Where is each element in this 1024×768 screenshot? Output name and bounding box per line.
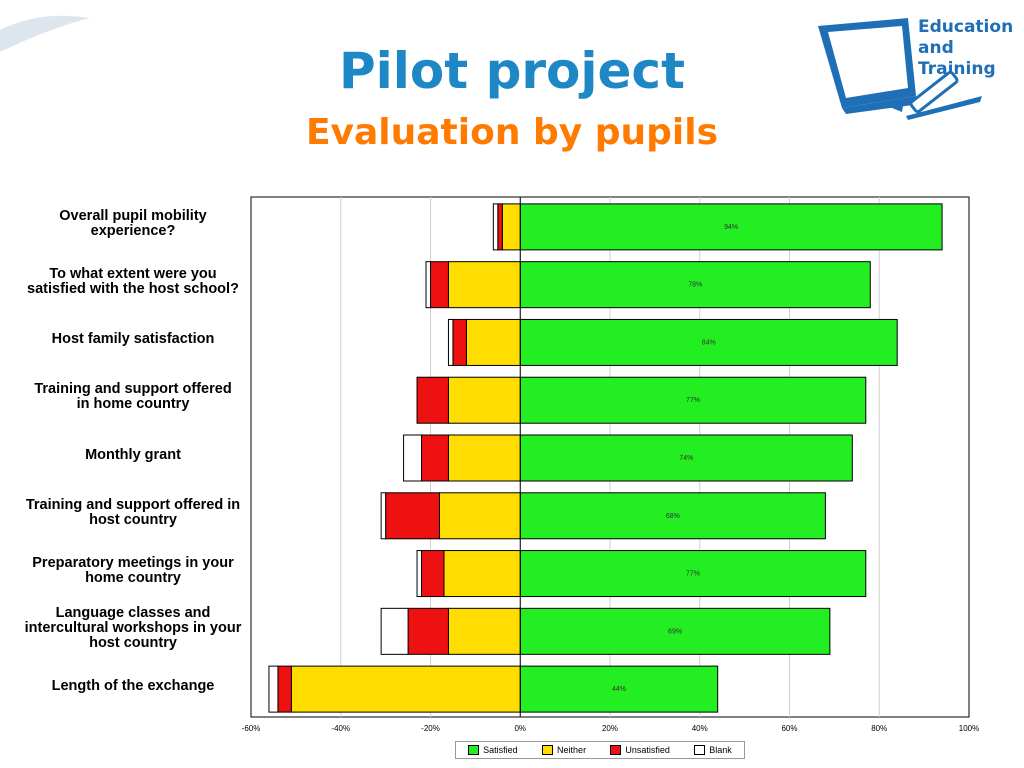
computer-monitor-with-pencil-icon xyxy=(818,18,982,120)
bar-unsatisfied xyxy=(385,492,440,540)
data-label: 68% xyxy=(666,513,680,520)
category-label-line: intercultural workshops in your xyxy=(24,619,242,636)
bar-blank xyxy=(380,492,387,540)
bar-unsatisfied xyxy=(430,261,449,309)
x-tick-label: -40% xyxy=(331,724,350,733)
category-label: To what extent were you satisfied with th… xyxy=(2,265,264,297)
bar-blank xyxy=(416,550,423,598)
category-label: Preparatory meetings in your home country xyxy=(2,554,264,586)
category-label-line: Length of the exchange xyxy=(51,677,215,694)
logo-line-3: Training xyxy=(918,59,996,79)
bar-satisfied xyxy=(519,607,831,655)
legend-swatch-satisfied xyxy=(468,745,480,755)
logo-line-2: and xyxy=(918,38,954,58)
category-label: Training and support offered in home coun… xyxy=(2,382,264,412)
category-label-line: Monthly grant xyxy=(85,446,181,463)
category-label: Host family satisfaction xyxy=(2,330,264,347)
data-label: 69% xyxy=(668,628,682,635)
chart-legend: Satisfied Neither Unsatisfied Blank xyxy=(455,741,745,759)
x-tick-label: 60% xyxy=(781,724,797,733)
bar-satisfied xyxy=(519,318,898,366)
category-label: Length of the exchange xyxy=(2,677,264,694)
legend-swatch-blank xyxy=(694,745,706,755)
category-label-line: Overall pupil mobility xyxy=(59,207,207,224)
data-label: 78% xyxy=(688,282,702,289)
bar-unsatisfied xyxy=(421,434,449,482)
bar-neither xyxy=(443,550,521,598)
legend-label-neither: Neither xyxy=(557,745,587,755)
legend-swatch-unsatisfied xyxy=(610,745,622,755)
bar-satisfied xyxy=(519,434,853,482)
legend-item-unsatisfied: Unsatisfied xyxy=(610,745,670,755)
category-label-line: Preparatory meetings in your xyxy=(32,554,234,571)
bar-neither xyxy=(447,376,521,424)
logo-line-1: Education xyxy=(918,17,1014,37)
legend-label-unsatisfied: Unsatisfied xyxy=(625,745,670,755)
bar-blank xyxy=(403,434,423,482)
bar-unsatisfied xyxy=(497,203,503,251)
bar-blank xyxy=(380,607,409,655)
data-label: 94% xyxy=(724,224,738,231)
bar-unsatisfied xyxy=(277,665,292,713)
bar-unsatisfied xyxy=(452,318,467,366)
data-label: 44% xyxy=(612,686,626,693)
bar-neither xyxy=(465,318,521,366)
legend-label-satisfied: Satisfied xyxy=(483,745,518,755)
category-label-line: home country xyxy=(85,569,181,586)
category-label-line: Language classes and xyxy=(55,604,211,621)
data-label: 74% xyxy=(679,455,693,462)
bar-unsatisfied xyxy=(416,376,449,424)
page-subtitle: Evaluation by pupils xyxy=(305,112,719,153)
bar-satisfied xyxy=(519,376,867,424)
bar-unsatisfied xyxy=(421,550,445,598)
category-label-line: Training and support offered in xyxy=(25,496,241,513)
legend-item-neither: Neither xyxy=(542,745,586,755)
category-label-line: Host family satisfaction xyxy=(51,330,215,347)
x-tick-label: 80% xyxy=(871,724,887,733)
data-label: 84% xyxy=(702,339,716,346)
bar-satisfied xyxy=(519,492,826,540)
bar-neither xyxy=(501,203,521,251)
category-label: Training and support offered in host coun… xyxy=(2,496,264,528)
data-label: 77% xyxy=(686,397,700,404)
bar-neither xyxy=(447,261,521,309)
category-label: Overall pupil mobility experience? xyxy=(2,207,264,239)
category-label: Language classes and intercultural worksh… xyxy=(2,604,264,651)
bar-unsatisfied xyxy=(407,607,449,655)
bar-satisfied xyxy=(519,261,871,309)
x-tick-label: 0% xyxy=(514,724,526,733)
category-label-line: To what extent were you xyxy=(49,265,217,282)
category-label-line: in home country xyxy=(76,396,190,413)
bar-satisfied xyxy=(519,665,719,713)
bar-blank xyxy=(447,318,454,366)
legend-swatch-neither xyxy=(542,745,554,755)
legend-item-blank: Blank xyxy=(694,745,732,755)
legend-label-blank: Blank xyxy=(709,745,732,755)
category-label-line: host country xyxy=(89,634,177,651)
bar-neither xyxy=(438,492,521,540)
x-tick-label: 100% xyxy=(959,724,979,733)
legend-item-satisfied: Satisfied xyxy=(468,745,518,755)
bar-neither xyxy=(447,607,521,655)
category-label-line: satisfied with the host school? xyxy=(27,280,239,297)
x-tick-label: 20% xyxy=(602,724,618,733)
bar-blank xyxy=(492,203,499,251)
category-label-line: host country xyxy=(89,511,177,528)
category-label-line: experience? xyxy=(90,222,176,239)
page-title: Pilot project xyxy=(339,42,685,100)
data-label: 77% xyxy=(686,571,700,578)
bar-blank xyxy=(425,261,432,309)
category-label: Monthly grant xyxy=(2,446,264,463)
bar-satisfied xyxy=(519,550,867,598)
bar-neither xyxy=(447,434,521,482)
x-tick-label: -20% xyxy=(421,724,440,733)
x-tick-label: 40% xyxy=(692,724,708,733)
x-tick-label: -60% xyxy=(242,724,261,733)
category-label-line: Training and support offered xyxy=(34,381,232,398)
decorative-swoosh xyxy=(0,15,90,52)
bar-blank xyxy=(268,665,279,713)
bar-neither xyxy=(290,665,521,713)
